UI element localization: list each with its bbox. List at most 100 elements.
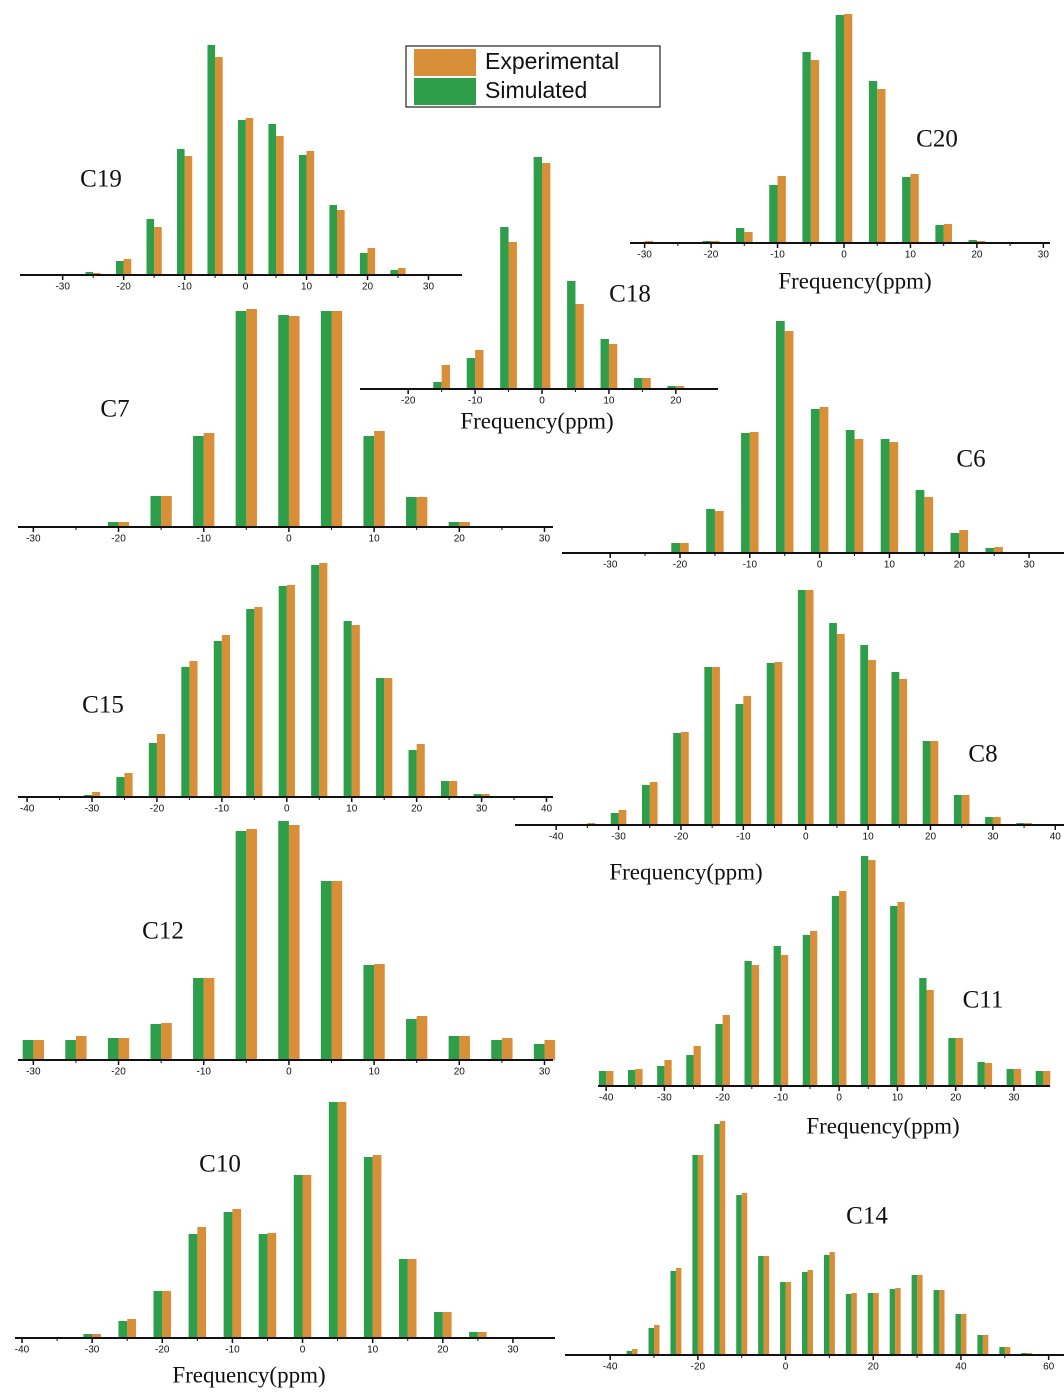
- x-tick-label: 0: [836, 1093, 842, 1104]
- x-tick-label: 10: [367, 1345, 379, 1356]
- bar: [994, 547, 1003, 553]
- bar: [741, 1193, 748, 1355]
- bar: [868, 860, 876, 1086]
- bar: [311, 565, 320, 797]
- bar: [1006, 1069, 1014, 1086]
- bar: [150, 496, 162, 527]
- bar: [880, 439, 890, 553]
- bar: [675, 386, 685, 389]
- x-tick-label: -20: [673, 560, 688, 571]
- bar: [959, 530, 968, 553]
- x-tick-label: -40: [599, 1093, 614, 1104]
- bar: [697, 1155, 704, 1355]
- bar: [508, 242, 517, 389]
- bar: [123, 259, 132, 275]
- bar: [337, 210, 345, 275]
- x-tick-label: -40: [549, 832, 564, 843]
- bar: [715, 1024, 723, 1086]
- bar: [924, 497, 934, 553]
- bar: [897, 902, 905, 1086]
- bar: [763, 1256, 770, 1355]
- bar: [860, 645, 869, 825]
- bar: [544, 1040, 556, 1060]
- bar: [632, 1349, 638, 1355]
- bar: [744, 961, 752, 1086]
- bar: [868, 81, 878, 243]
- bar: [268, 124, 277, 275]
- chart-panel: -20 -10 0 10 20 C18 Frequency(ppm): [360, 157, 718, 433]
- bar: [714, 511, 724, 553]
- x-tick-label: -10: [225, 1345, 240, 1356]
- chart-panel: -30 -20 -10 0 10 20 30 C12: [18, 821, 556, 1078]
- bar: [153, 1291, 163, 1338]
- bar: [459, 1036, 470, 1060]
- chart-title: C7: [100, 396, 129, 423]
- bar: [286, 585, 295, 797]
- bar: [891, 672, 900, 825]
- bar: [328, 1102, 338, 1338]
- x-tick-label: -30: [85, 804, 100, 815]
- chart-title: C8: [968, 741, 997, 768]
- bar: [254, 607, 263, 797]
- bar: [302, 1175, 312, 1338]
- x-tick-label: 60: [1043, 1362, 1055, 1373]
- bar: [831, 896, 840, 1086]
- bar: [670, 1271, 676, 1355]
- x-axis-label: Frequency(ppm): [806, 1113, 959, 1138]
- x-tick-label: -30: [85, 1345, 100, 1356]
- bar: [935, 225, 944, 243]
- bar: [473, 794, 482, 797]
- bar: [298, 155, 307, 275]
- x-tick-label: 30: [423, 282, 435, 293]
- bar: [845, 1294, 852, 1355]
- bar: [671, 543, 680, 553]
- bar: [235, 311, 247, 527]
- bar: [329, 205, 338, 275]
- bar: [193, 436, 204, 527]
- chart-title: C19: [80, 166, 122, 193]
- bar: [374, 431, 385, 527]
- bar: [758, 1256, 764, 1355]
- bar: [930, 741, 939, 825]
- bar: [873, 1293, 879, 1355]
- legend-swatch: [414, 49, 476, 76]
- x-tick-label: 20: [670, 396, 682, 407]
- bar: [500, 227, 509, 389]
- bar: [915, 490, 925, 553]
- bar: [92, 792, 101, 797]
- x-tick-label: 30: [1008, 1093, 1020, 1104]
- bar: [235, 831, 247, 1060]
- bar: [985, 817, 993, 825]
- bar: [829, 1252, 835, 1355]
- bar: [376, 678, 385, 797]
- x-tick-label: 20: [362, 282, 374, 293]
- bar: [441, 365, 451, 389]
- bar: [960, 1314, 967, 1355]
- x-tick-label: -20: [111, 1067, 126, 1078]
- bar: [766, 663, 775, 825]
- bar: [626, 1351, 633, 1355]
- bar: [359, 253, 368, 275]
- bar: [363, 965, 375, 1060]
- bar: [116, 261, 124, 275]
- bar: [780, 1282, 786, 1355]
- bar: [868, 660, 876, 825]
- bar: [933, 1290, 940, 1355]
- bar: [278, 315, 289, 527]
- bar: [919, 978, 927, 1086]
- bar: [780, 955, 789, 1086]
- bar: [736, 1195, 742, 1355]
- x-tick-label: 30: [539, 1067, 551, 1078]
- x-tick-label: 10: [301, 282, 313, 293]
- bar: [797, 590, 806, 825]
- bar: [83, 1334, 93, 1338]
- bar: [390, 270, 398, 275]
- bar: [258, 1234, 268, 1338]
- bar: [667, 386, 676, 389]
- bar: [575, 304, 584, 389]
- bar: [648, 1328, 655, 1355]
- x-tick-label: -20: [704, 250, 719, 261]
- bar: [449, 781, 458, 797]
- bar: [232, 1209, 242, 1338]
